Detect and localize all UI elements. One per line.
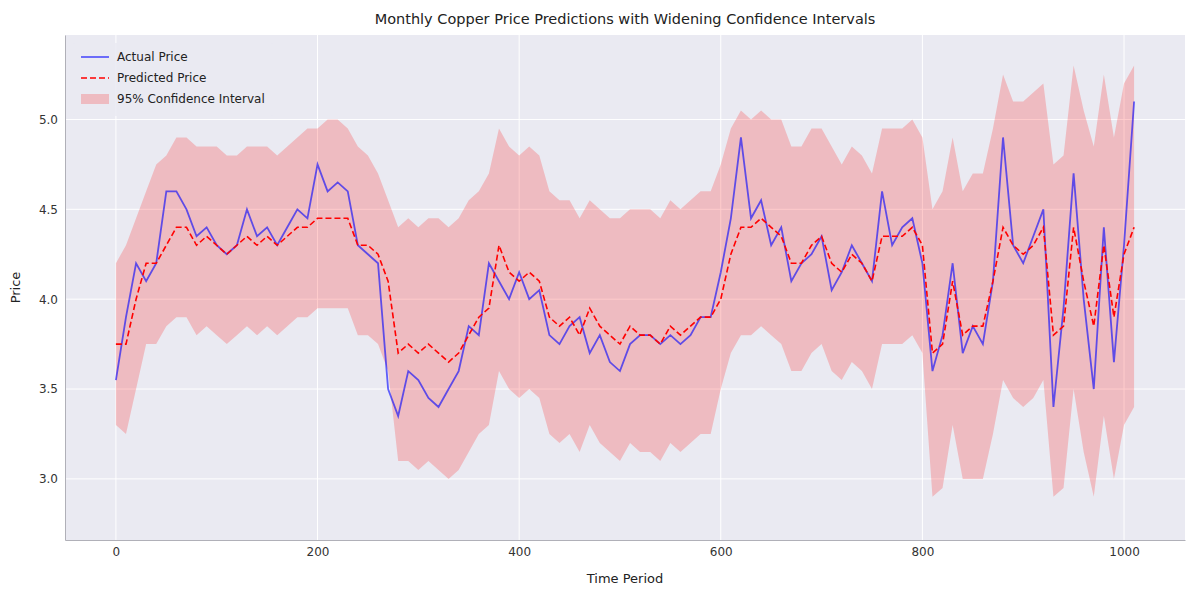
x-tick-label: 1000 — [1109, 545, 1140, 559]
x-tick-label: 200 — [307, 545, 330, 559]
y-tick: 3.5 — [39, 382, 65, 396]
plot: 0 200 400 600 800 1000 3.0 3.5 4.0 4.5 5.0 Actual P… — [39, 35, 1186, 559]
x-tick: 400 — [508, 540, 531, 559]
x-tick-label: 0 — [113, 545, 121, 559]
y-tick: 4.5 — [39, 203, 65, 217]
legend-swatch — [81, 94, 109, 104]
x-tick: 0 — [113, 540, 121, 559]
y-tick-label: 4.0 — [39, 293, 58, 307]
grid — [65, 35, 1185, 540]
x-axis-line — [66, 540, 1186, 541]
legend-box — [73, 43, 273, 116]
series-line — [116, 101, 1134, 416]
x-axis-title: Time Period — [586, 571, 663, 586]
chart: 0 200 400 600 800 1000 3.0 3.5 4.0 4.5 5.0 Actual P… — [0, 0, 1200, 600]
x-tick-label: 600 — [710, 545, 733, 559]
legend-label: Predicted Price — [117, 71, 206, 85]
x-tick: 800 — [911, 540, 934, 559]
x-tick: 600 — [710, 540, 733, 559]
y-tick: 5.0 — [39, 113, 65, 127]
grid-line-y — [65, 478, 1185, 479]
x-axis: 0 200 400 600 800 1000 — [66, 540, 1186, 559]
y-tick-label: 3.5 — [39, 382, 58, 396]
y-tick: 3.0 — [39, 472, 65, 486]
x-tick-label: 400 — [508, 545, 531, 559]
confidence-band — [116, 66, 1134, 497]
plot-background — [65, 35, 1185, 540]
series-line — [116, 218, 1134, 362]
legend-label: 95% Confidence Interval — [117, 92, 265, 106]
y-tick: 4.0 — [39, 293, 65, 307]
legend-swatch — [81, 56, 109, 58]
y-axis-title: Price — [8, 272, 23, 304]
x-tick-label: 800 — [911, 545, 934, 559]
y-tick-label: 5.0 — [39, 113, 58, 127]
legend: Actual Price Predicted Price 95% Confidenc… — [73, 43, 273, 116]
y-tick-label: 4.5 — [39, 203, 58, 217]
marks — [116, 66, 1134, 497]
x-tick: 200 — [307, 540, 330, 559]
title: Monthly Copper Price Predictions with Wi… — [375, 11, 876, 27]
x-tick: 1000 — [1109, 540, 1140, 559]
legend-label: Actual Price — [117, 50, 188, 64]
y-axis: 3.0 3.5 4.0 4.5 5.0 — [39, 36, 66, 541]
legend-swatch — [81, 77, 109, 79]
y-axis-line — [65, 36, 66, 541]
y-tick-label: 3.0 — [39, 472, 58, 486]
